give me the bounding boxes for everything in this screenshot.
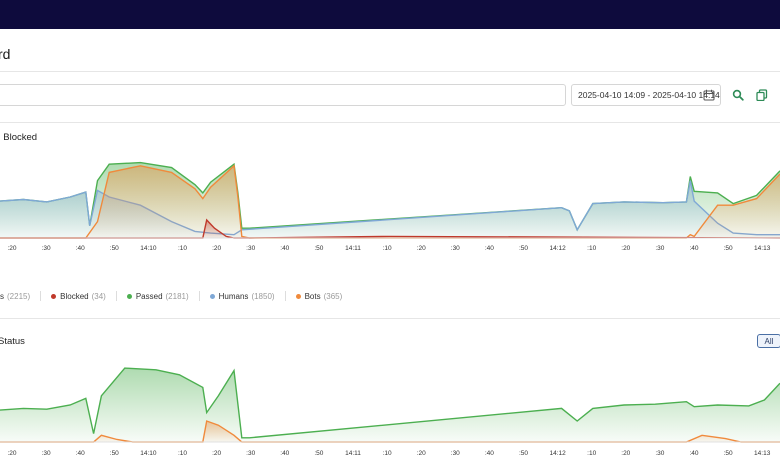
legend-dot [209, 293, 215, 299]
x-tick-label: :40 [689, 245, 698, 252]
legend-label: Blocked [60, 291, 89, 301]
x-tick-label: 14:10 [140, 245, 157, 252]
x-tick-label: :50 [110, 245, 119, 252]
x-tick-label: :50 [724, 245, 733, 252]
legend-count: (1850) [251, 291, 275, 301]
x-tick-label: :50 [519, 245, 528, 252]
legend-count: (365) [323, 291, 343, 301]
date-range-value: 2025-04-10 14:09 - 2025-04-10 14:14 [578, 90, 720, 100]
chart-1-legend: s (2215) Blocked (34) Passed (2181) Humans (185… [0, 290, 352, 302]
x-tick-label: :40 [280, 245, 289, 252]
series-line-2xx [0, 367, 780, 439]
x-tick-label: :50 [110, 450, 119, 457]
series-area-2xx [0, 368, 780, 442]
legend-item[interactable]: s (2215) [0, 292, 30, 301]
x-tick-label: :30 [246, 245, 255, 252]
date-range-picker[interactable]: 2025-04-10 14:09 - 2025-04-10 14:14 [571, 84, 721, 106]
x-tick-label: :30 [655, 245, 664, 252]
status-chart: :20 :30 :40 :50 14:10 :10 :20 :30 :40 :50 14:11 :10… [0, 367, 780, 457]
x-tick-label: :30 [451, 245, 460, 252]
x-tick-label: 14:12 [549, 450, 566, 457]
x-tick-label: 14:13 [754, 245, 771, 252]
x-tick-label: :40 [485, 245, 494, 252]
calendar-icon[interactable] [703, 89, 715, 103]
page-title: rd [0, 46, 11, 62]
x-tick-label: :10 [587, 245, 596, 252]
x-tick-label: :20 [212, 450, 221, 457]
x-tick-label: :20 [621, 245, 630, 252]
x-tick-label: :30 [42, 450, 51, 457]
x-tick-label: :50 [314, 450, 323, 457]
series-area-humans [0, 180, 780, 238]
legend-dot [51, 293, 57, 299]
legend-item[interactable]: Humans (1850) [209, 291, 275, 301]
x-tick-label: :30 [42, 245, 51, 252]
chart-1-title: , Blocked [0, 132, 38, 143]
legend-label: s [0, 291, 4, 301]
legend-item[interactable]: Blocked (34) [51, 292, 106, 301]
x-tick-label: 14:11 [345, 450, 361, 457]
x-tick-label: :10 [178, 245, 187, 252]
x-tick-label: 14:12 [549, 245, 566, 252]
legend-separator [198, 291, 200, 301]
chart-2-title: Status [0, 336, 25, 347]
legend-label: Passed [135, 291, 163, 301]
x-tick-label: 14:10 [140, 450, 157, 457]
x-tick-label: 14:13 [754, 450, 771, 457]
filter-all-button[interactable]: All [757, 334, 780, 348]
legend-label: Bots [304, 291, 321, 301]
x-tick-label: :50 [724, 450, 733, 457]
legend-separator [115, 291, 117, 301]
x-tick-label: :20 [417, 450, 426, 457]
series-area-bots [0, 165, 780, 238]
legend-dot [126, 293, 132, 299]
x-tick-label: :10 [383, 450, 392, 457]
x-tick-label: :10 [383, 245, 392, 252]
search-icon[interactable] [730, 87, 746, 103]
x-tick-label: :20 [621, 450, 630, 457]
legend-count: (2181) [165, 291, 189, 301]
search-box[interactable] [0, 84, 566, 106]
legend-item[interactable]: Bots (365) [295, 291, 343, 301]
search-input[interactable] [0, 85, 565, 106]
x-tick-label: :40 [689, 450, 698, 457]
x-tick-label: 14:11 [345, 245, 361, 252]
section-divider-top [0, 122, 780, 123]
x-tick-label: :50 [314, 245, 323, 252]
x-tick-label: :50 [519, 450, 528, 457]
legend-item[interactable]: Passed (2181) [126, 291, 189, 301]
x-tick-label: :10 [178, 450, 187, 457]
traffic-chart: :20 :30 :40 :50 14:10 :10 :20 :30 :40 :50 14:11 :10… [0, 161, 780, 252]
legend-dot [295, 293, 301, 299]
x-tick-label: :40 [485, 450, 494, 457]
series-line-4xx [0, 420, 780, 443]
x-tick-label: :40 [280, 450, 289, 457]
x-tick-label: :30 [451, 450, 460, 457]
x-tick-label: :30 [655, 450, 664, 457]
legend-label: Humans [218, 291, 249, 301]
header-divider [0, 71, 780, 72]
legend-count: (2215) [7, 291, 31, 301]
legend-separator [40, 291, 42, 301]
x-tick-label: :10 [587, 450, 596, 457]
series-line-blocked [0, 218, 780, 239]
series-line-bots [0, 164, 780, 239]
legend-count: (34) [91, 291, 106, 301]
x-tick-label: :20 [212, 245, 221, 252]
series-area-4xx [0, 421, 780, 442]
x-tick-label: :20 [7, 245, 16, 252]
copy-icon[interactable] [754, 87, 770, 103]
section-divider-middle [0, 318, 780, 319]
x-tick-label: :40 [76, 450, 85, 457]
x-tick-label: :40 [76, 245, 85, 252]
x-tick-label: :20 [7, 450, 16, 457]
legend-separator [284, 291, 286, 301]
top-navigation-bar [0, 0, 780, 29]
x-tick-label: :30 [246, 450, 255, 457]
x-tick-label: :20 [417, 245, 426, 252]
